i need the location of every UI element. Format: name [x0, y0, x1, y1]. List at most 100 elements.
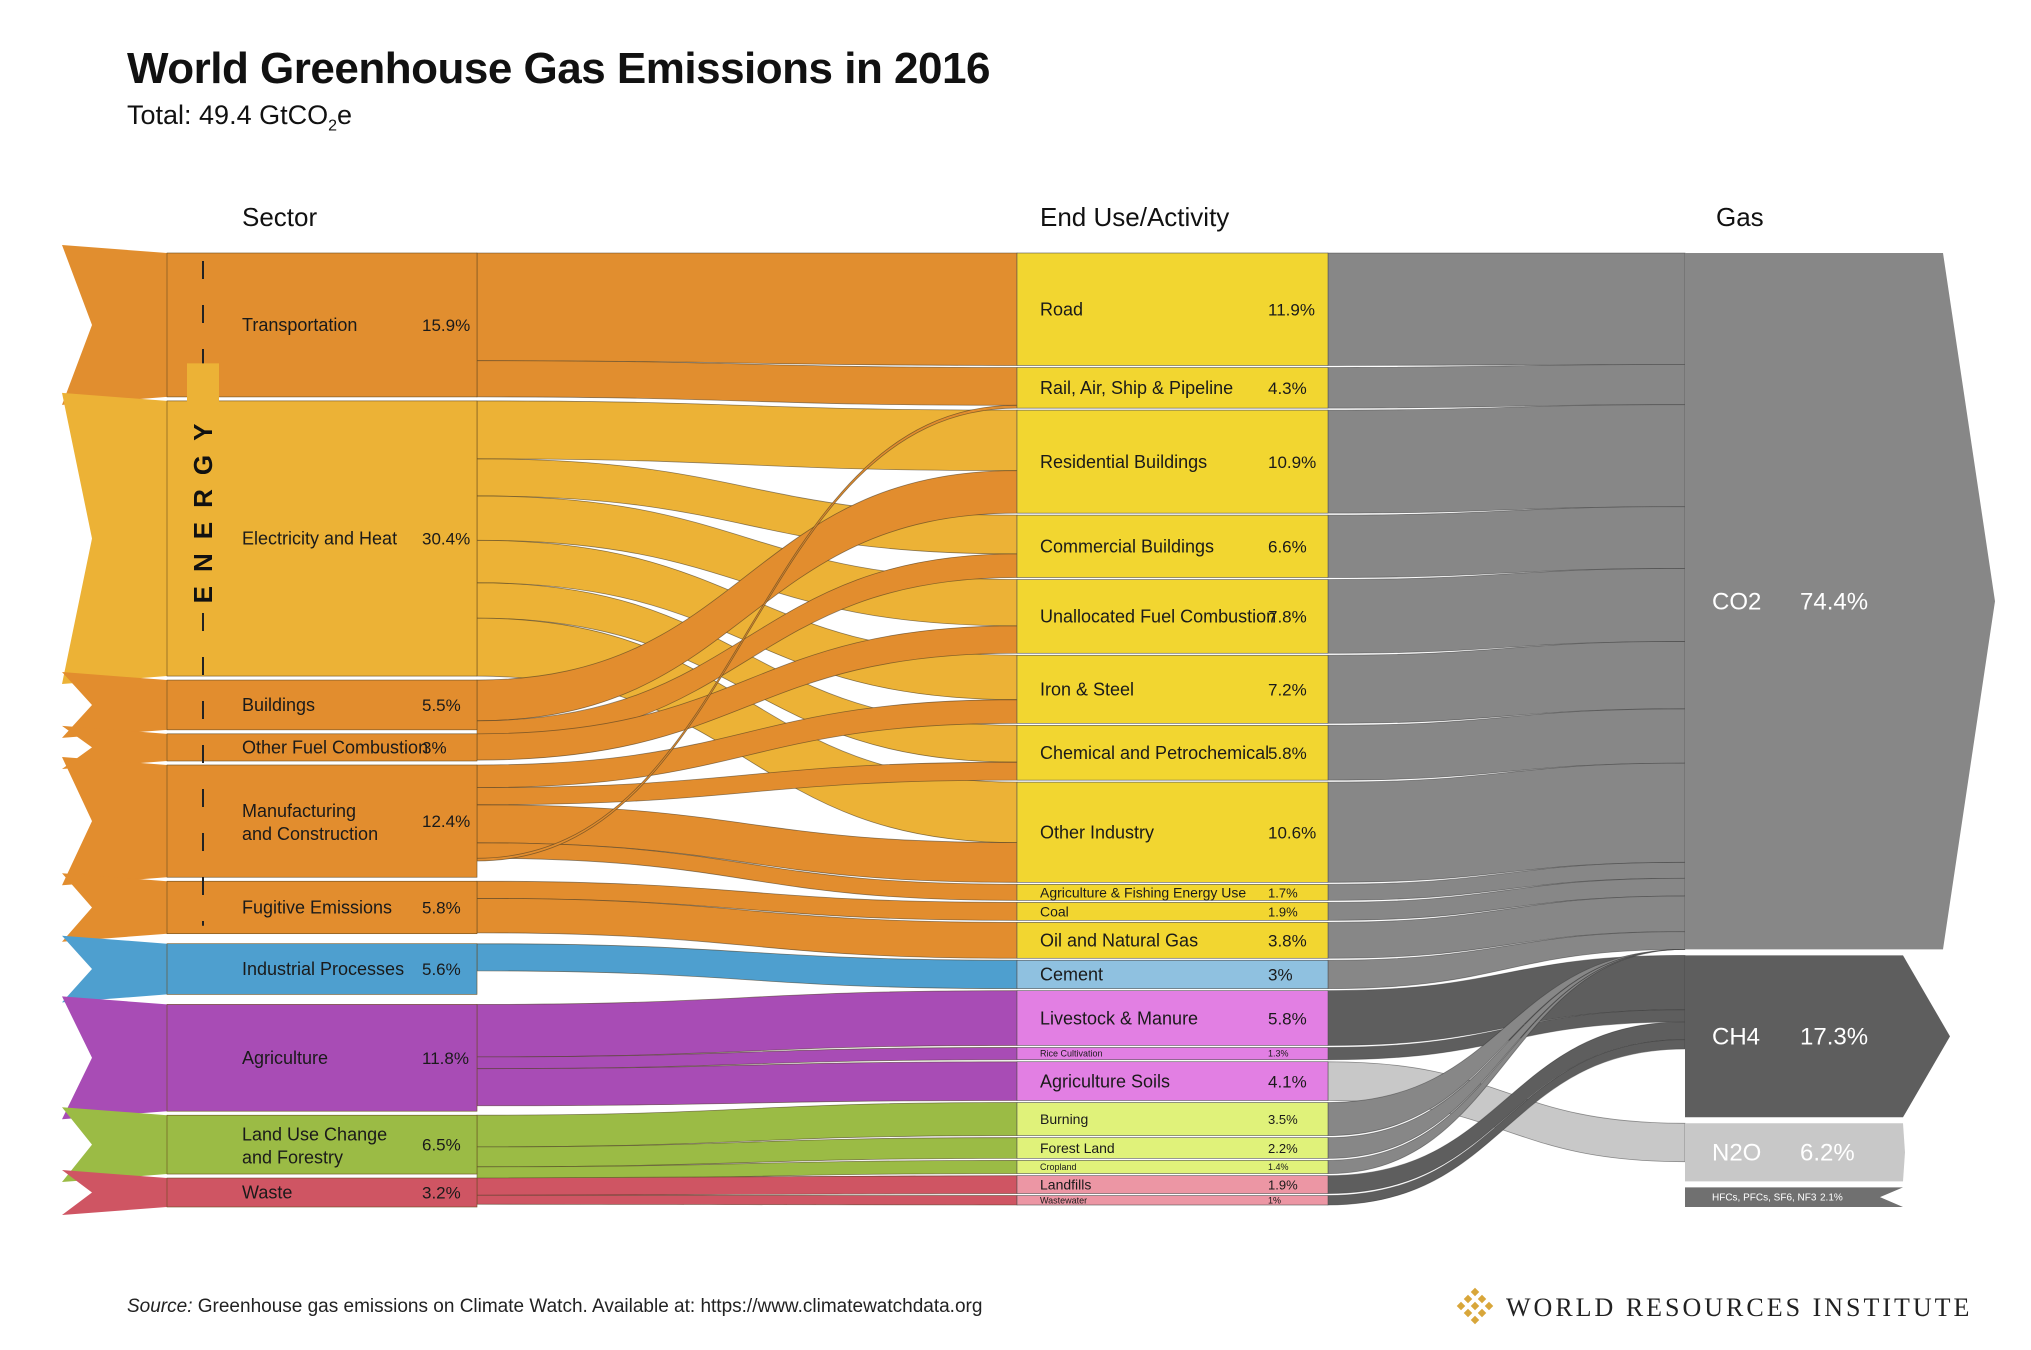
gas-label: CO2 [1712, 589, 1761, 616]
diagram-nodes [62, 245, 1995, 1215]
enduse-node-cropland [1016, 1160, 1329, 1174]
sector-arrow-transportation [62, 245, 167, 405]
sector-arrow-manufacturing [62, 756, 167, 886]
enduse-value: 7.2% [1268, 681, 1307, 700]
energy-label-backdrop [187, 363, 219, 604]
sector-value: 15.9% [422, 316, 470, 335]
sector-arrow-agriculture [62, 996, 167, 1120]
enduse-label: Cropland [1040, 1162, 1077, 1172]
sector-label-line2: and Forestry [242, 1148, 343, 1168]
enduse-value: 4.1% [1268, 1072, 1307, 1091]
enduse-value: 11.9% [1268, 301, 1315, 320]
enduse-node-rice-cultivation [1016, 1047, 1329, 1061]
enduse-value: 1.3% [1268, 1049, 1289, 1059]
sector-node-buildings [166, 679, 478, 731]
sector-value: 11.8% [422, 1049, 469, 1068]
sector-label: Fugitive Emissions [242, 897, 392, 917]
sector-value: 12.4% [422, 812, 470, 831]
sector-value: 3.2% [422, 1184, 461, 1203]
enduse-value: 7.8% [1268, 608, 1307, 627]
enduse-label: Rice Cultivation [1040, 1049, 1103, 1059]
enduse-label: Wastewater [1040, 1195, 1087, 1205]
sector-label: Electricity and Heat [242, 528, 397, 548]
enduse-label: Residential Buildings [1040, 452, 1207, 472]
enduse-value: 10.6% [1268, 824, 1316, 843]
enduse-to-gas-flows [1327, 252, 1686, 1206]
enduse-value: 3.8% [1268, 932, 1307, 951]
enduse-node-road [1016, 252, 1329, 366]
sector-label: Industrial Processes [242, 959, 404, 979]
sector-node-fugitive-emissions [166, 880, 478, 935]
enduse-node-wastewater [1016, 1195, 1329, 1206]
enduse-node-other-industry [1016, 781, 1329, 883]
column-header-gas: Gas [1716, 202, 1764, 232]
sankey-diagram: Sector End Use/Activity Gas Transportation 1… [62, 202, 1995, 1215]
sector-value: 5.6% [422, 960, 461, 979]
source-note: Source: Greenhouse gas emissions on Clim… [127, 1296, 983, 1317]
sector-node-land-use-change [166, 1114, 478, 1175]
sector-arrow-land-use-change [62, 1107, 167, 1183]
enduse-value: 2.2% [1268, 1141, 1298, 1156]
enduse-label: Landfills [1040, 1176, 1091, 1192]
sector-value: 6.5% [422, 1136, 461, 1155]
diagram-labels: Sector End Use/Activity Gas Transportation 1… [188, 202, 1868, 1205]
sector-value: 3% [422, 738, 447, 757]
gas-node-n2o [1685, 1123, 1905, 1182]
enduse-node-coal [1016, 902, 1329, 921]
enduse-node-landfills [1016, 1175, 1329, 1194]
enduse-node-forest-land [1016, 1137, 1329, 1159]
sector-node-manufacturing [166, 764, 478, 878]
enduse-node-burning [1016, 1102, 1329, 1136]
flow-unallocated-fuel-combustion-to-co2 [1327, 568, 1686, 654]
enduse-label: Forest Land [1040, 1140, 1115, 1156]
enduse-node-chemical-and-petrochemical [1016, 725, 1329, 781]
sector-label: Other Fuel Combustion [242, 737, 428, 757]
sector-label-line2: and Construction [242, 824, 378, 844]
sector-label: Transportation [242, 315, 357, 335]
sector-arrow-electricity-and-heat [62, 392, 167, 685]
enduse-node-agriculture-soils [1016, 1061, 1329, 1101]
enduse-value: 1.4% [1268, 1162, 1289, 1172]
enduse-node-agriculture-fishing-energy-use [1016, 884, 1329, 901]
sector-arrow-buildings [62, 672, 167, 738]
wri-logo-icon [1456, 1287, 1494, 1325]
enduse-label: Other Industry [1040, 823, 1154, 843]
enduse-label: Commercial Buildings [1040, 537, 1214, 557]
sector-label: Waste [242, 1183, 292, 1203]
sector-label: Land Use Change [242, 1125, 387, 1145]
flow-commercial-buildings-to-co2 [1327, 506, 1686, 578]
flow-transportation-to-road [476, 252, 1018, 366]
column-header-enduse: End Use/Activity [1040, 202, 1229, 232]
enduse-label: Road [1040, 300, 1083, 320]
enduse-node-rail-air-ship-pipeline [1016, 367, 1329, 409]
enduse-label: Coal [1040, 903, 1069, 919]
sector-node-agriculture [166, 1004, 478, 1112]
enduse-value: 5.8% [1268, 744, 1307, 763]
gas-value: 6.2% [1800, 1140, 1855, 1167]
sector-arrow-fugitive-emissions [62, 873, 167, 942]
enduse-node-cement [1016, 959, 1329, 989]
enduse-value: 3% [1268, 966, 1293, 985]
flow-agriculture-to-agriculture-soils [476, 1061, 1018, 1107]
flow-waste-to-wastewater [476, 1194, 1018, 1206]
sector-label: Buildings [242, 695, 315, 715]
enduse-label: Cement [1040, 965, 1103, 985]
chart-subtitle: Total: 49.4 GtCO2e [127, 100, 353, 135]
enduse-value: 10.9% [1268, 453, 1316, 472]
chart-title: World Greenhouse Gas Emissions in 2016 [127, 44, 990, 93]
enduse-label: Livestock & Manure [1040, 1008, 1198, 1028]
flow-electricity-and-heat-to-residential-buildings [476, 400, 1018, 472]
flow-road-to-co2 [1327, 252, 1686, 366]
flow-agriculture-to-livestock-manure [476, 990, 1018, 1058]
flow-transportation-to-rail-air-ship-pipeline [476, 360, 1018, 406]
enduse-value: 3.5% [1268, 1112, 1298, 1127]
gas-node-co2 [1685, 253, 1995, 950]
enduse-label: Chemical and Petrochemical [1040, 743, 1269, 763]
sector-node-waste [166, 1177, 478, 1208]
enduse-value: 1.9% [1268, 904, 1298, 919]
flow-residential-buildings-to-co2 [1327, 404, 1686, 514]
enduse-value: 1.9% [1268, 1177, 1298, 1192]
gas-node-hfcs-pfcs-sf6-nf3 [1685, 1187, 1903, 1207]
enduse-value: 6.6% [1268, 538, 1307, 557]
sector-value: 30.4% [422, 529, 470, 548]
